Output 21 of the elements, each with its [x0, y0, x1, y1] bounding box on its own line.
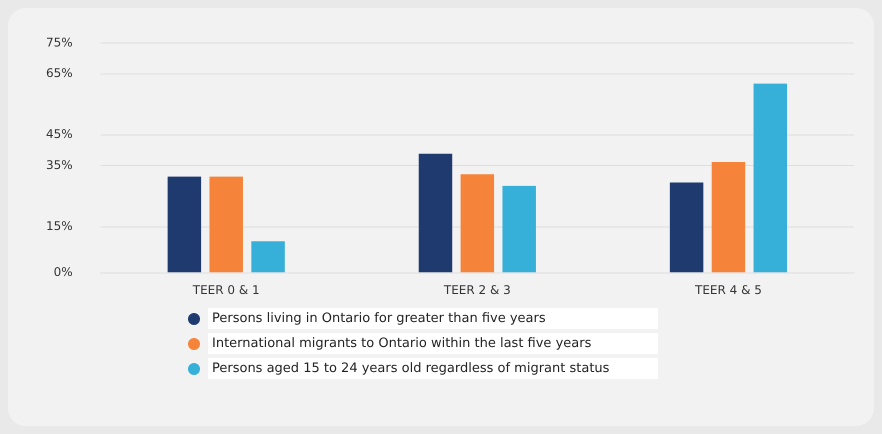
- y-tick-label: 65%: [46, 66, 73, 80]
- y-tick-label: 35%: [46, 158, 73, 172]
- bar: [418, 154, 452, 272]
- bar: [209, 176, 243, 272]
- x-tick-label: TEER 2 & 3: [442, 283, 511, 298]
- x-tick-label: TEER 0 & 1: [192, 283, 260, 298]
- y-tick-label: 15%: [46, 219, 73, 234]
- bar: [712, 162, 746, 272]
- bar: [168, 176, 202, 272]
- legend-label: Persons living in Ontario for greater than five years: [208, 308, 658, 329]
- y-tick-label: 75%: [46, 35, 73, 50]
- bar: [754, 84, 788, 272]
- bar: [670, 182, 704, 272]
- bar: [460, 174, 494, 272]
- x-tick-label: TEER 4 & 5: [694, 283, 762, 298]
- y-tick-label: 0%: [54, 264, 73, 279]
- bar: [251, 241, 285, 272]
- legend-label: International migrants to Ontario within the last five years: [208, 333, 658, 354]
- bar: [502, 186, 536, 272]
- legend-label: Persons aged 15 to 24 years old regardless of migrant status: [208, 358, 658, 379]
- y-tick-label: 45%: [46, 127, 73, 142]
